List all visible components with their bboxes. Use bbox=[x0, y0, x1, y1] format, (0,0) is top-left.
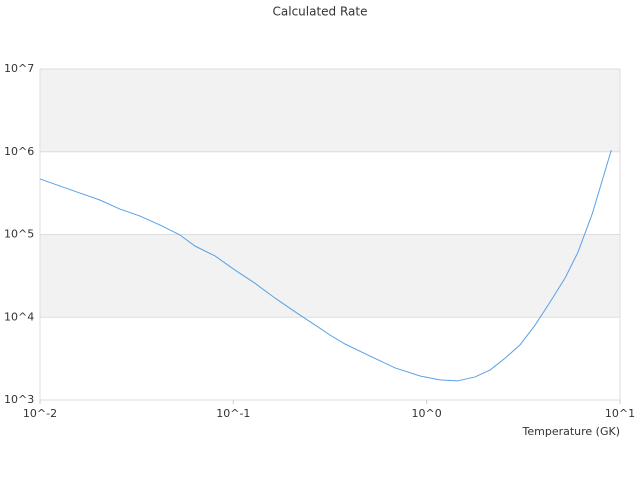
bands bbox=[40, 69, 620, 318]
x-tick-label: 10^-2 bbox=[23, 407, 57, 420]
data-line bbox=[39, 149, 612, 382]
y-tick-label: 10^6 bbox=[4, 145, 34, 158]
chart-title: Calculated Rate bbox=[273, 5, 368, 19]
y-tick-label: 10^7 bbox=[4, 62, 34, 75]
x-tick-label: 10^1 bbox=[605, 407, 635, 420]
y-tick-label: 10^5 bbox=[4, 228, 34, 241]
y-tick-label: 10^4 bbox=[4, 310, 34, 323]
y-tick-label: 10^3 bbox=[4, 393, 34, 406]
x-axis-label: Temperature (GK) bbox=[522, 425, 621, 438]
x-tick-label: 10^0 bbox=[412, 407, 442, 420]
band bbox=[40, 69, 620, 152]
band bbox=[40, 234, 620, 318]
x-tick-label: 10^-1 bbox=[216, 407, 250, 420]
